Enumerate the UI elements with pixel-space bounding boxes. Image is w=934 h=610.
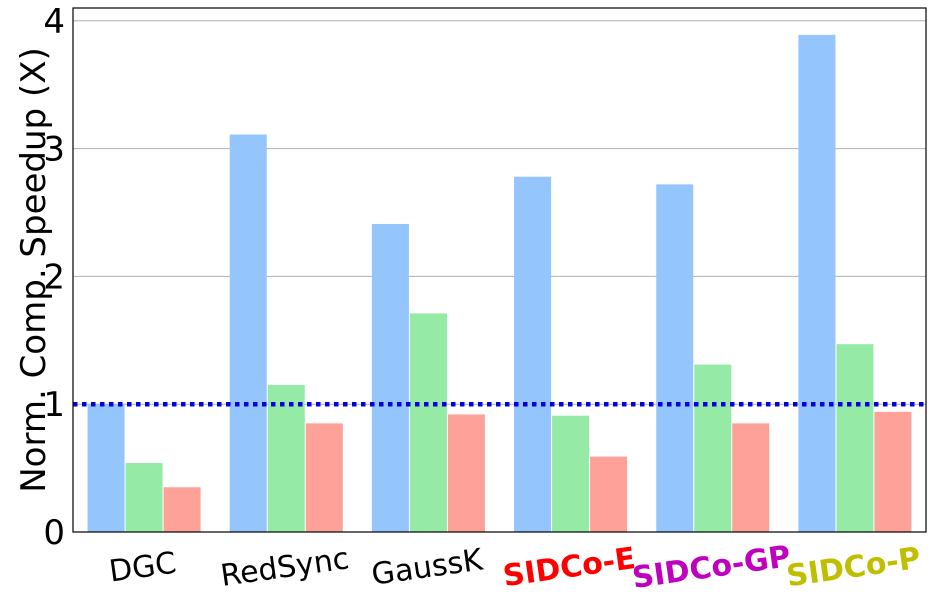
bar <box>798 34 836 533</box>
bar <box>694 364 732 532</box>
plot-frame <box>72 7 927 533</box>
x-category-label: RedSync <box>218 541 351 594</box>
x-category-label: SIDCo-P <box>784 541 922 594</box>
bar <box>656 184 694 532</box>
y-tick-label: 4 <box>43 2 65 42</box>
bar <box>87 404 125 532</box>
x-category-label: SIDCo-E <box>501 541 638 594</box>
y-tick-label: 3 <box>43 130 65 170</box>
y-tick-labels: 0 1 2 3 4 <box>43 2 65 553</box>
bar <box>836 344 874 532</box>
bar <box>371 223 409 533</box>
axes-frame <box>72 7 927 533</box>
x-category-label: DGC <box>107 546 179 590</box>
bar <box>125 462 163 532</box>
bar <box>305 423 343 532</box>
y-tick-label: 1 <box>43 385 65 425</box>
bar <box>409 313 447 532</box>
y-tick-label: 2 <box>43 257 65 297</box>
gridlines <box>73 20 926 405</box>
bar <box>163 487 201 532</box>
bar <box>514 176 552 532</box>
bar <box>267 385 305 532</box>
bar <box>874 411 912 532</box>
bar <box>732 423 770 532</box>
y-axis-label: Norm. Comp. Speedup (X) <box>14 47 54 493</box>
bars <box>87 34 912 533</box>
x-category-label: SIDCo-GP <box>630 539 793 596</box>
bar <box>447 414 485 532</box>
x-category-label: GaussK <box>369 542 486 592</box>
y-tick-label: 0 <box>43 513 65 553</box>
bar <box>229 134 267 532</box>
bar <box>552 415 590 532</box>
bar <box>590 456 628 532</box>
